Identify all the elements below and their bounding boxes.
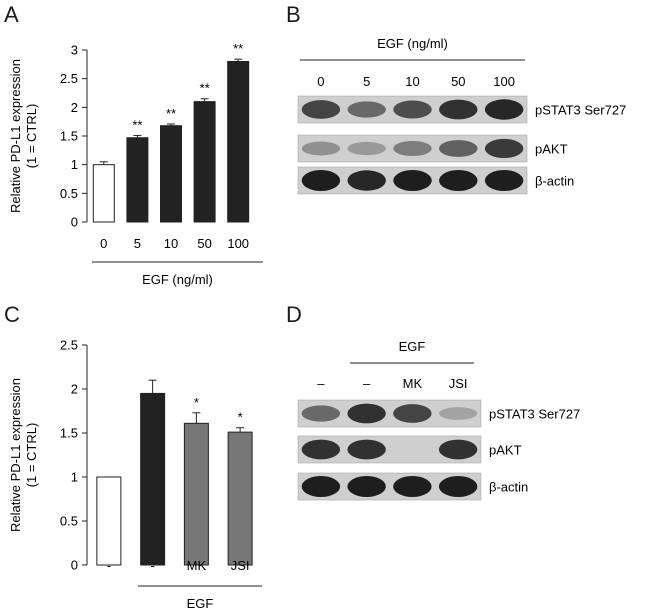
significance-label: ** — [200, 81, 210, 96]
blot-band — [347, 101, 386, 118]
blot-lane-label: 50 — [451, 74, 465, 89]
blot-band — [438, 407, 478, 420]
y-tick-label: 1.5 — [60, 129, 78, 144]
blot-lane-label: 0 — [317, 74, 324, 89]
blot-band — [301, 100, 341, 119]
x-tick-label: - — [150, 558, 154, 573]
blot-lane-label: 100 — [493, 74, 515, 89]
y-tick-label: 0.5 — [60, 186, 78, 201]
x-tick-label: 5 — [134, 236, 141, 251]
significance-label: * — [194, 395, 199, 410]
y-tick-label: 2.5 — [60, 338, 78, 353]
blot-lane-label: – — [363, 376, 371, 391]
blot-band — [439, 169, 478, 192]
bar — [96, 476, 122, 566]
blot-row-label: pSTAT3 Ser727 — [535, 103, 626, 118]
blot-band — [393, 169, 432, 192]
bar — [227, 60, 250, 223]
blot-lane-label: 10 — [405, 74, 419, 89]
blot-band — [439, 140, 478, 157]
x-tick-label: 50 — [197, 236, 211, 251]
y-tick-label: 0.5 — [60, 514, 78, 529]
blot-band — [439, 99, 478, 120]
blot-band — [347, 475, 386, 498]
blot-band — [438, 439, 478, 460]
blot-row-label: β-actin — [535, 174, 574, 189]
blot-band — [301, 439, 341, 460]
blot-band — [393, 140, 432, 157]
y-tick-label: 1 — [71, 470, 78, 485]
western-blot-d: EGF – – MK JSI pSTAT3 Ser727 pAKT β-actin — [297, 339, 580, 501]
x-axis-title: EGF — [187, 596, 214, 611]
blot-band — [301, 405, 341, 422]
blot-band — [484, 138, 524, 159]
blot-row-label: pAKT — [535, 142, 568, 157]
blot-lane-label: 5 — [363, 74, 370, 89]
blot-treatment-label: EGF (ng/ml) — [377, 36, 448, 51]
blot-band — [347, 170, 386, 191]
x-tick-label: 10 — [164, 236, 178, 251]
y-tick-label: 2.5 — [60, 71, 78, 86]
blot-band — [301, 475, 341, 498]
blot-row-label: pAKT — [489, 443, 522, 458]
chart-c: 0 0.5 1 1.5 2 2.5 - - * MK * JSI EGF Relative PD-L1 e… — [8, 338, 262, 611]
y-axis-title: Relative PD-L1 expression — [8, 378, 23, 532]
blot-band — [438, 475, 478, 498]
blot-band — [484, 99, 524, 120]
blot-lane-label: – — [317, 376, 325, 391]
chart-a: 0 0.5 1 1.5 2 2.5 3 0 ** 5 ** 10 ** 50 ** 100 EGF (ng/ml… — [8, 41, 263, 287]
bar — [227, 431, 253, 566]
bar — [160, 125, 182, 223]
blot-row-label: β-actin — [489, 480, 528, 495]
western-blot-b: EGF (ng/ml) 0 5 10 50 100 pSTAT3 Ser727 pAKT β-a… — [297, 36, 626, 195]
y-tick-label: 0 — [71, 558, 78, 573]
y-tick-label: 1.5 — [60, 426, 78, 441]
y-axis-subtitle: (1 = CTRL) — [24, 104, 39, 169]
x-axis-title: EGF (ng/ml) — [142, 272, 213, 287]
bar — [126, 137, 149, 223]
y-axis-title: Relative PD-L1 expression — [8, 59, 23, 213]
blot-band — [393, 100, 432, 119]
x-tick-label: 100 — [227, 236, 249, 251]
x-tick-label: MK — [187, 558, 207, 573]
significance-label: * — [238, 410, 243, 425]
panel-label-d: D — [286, 302, 302, 327]
panel-label-a: A — [4, 2, 19, 27]
x-tick-label: - — [107, 558, 111, 573]
blot-band — [484, 169, 524, 192]
blot-lane-label: MK — [403, 376, 423, 391]
blot-band — [393, 475, 432, 498]
y-axis-subtitle: (1 = CTRL) — [24, 423, 39, 488]
y-tick-label: 3 — [71, 43, 78, 58]
bar — [140, 392, 166, 566]
x-tick-label: JSI — [231, 558, 250, 573]
y-tick-label: 1 — [71, 157, 78, 172]
significance-label: ** — [132, 117, 142, 132]
y-tick-label: 2 — [71, 382, 78, 397]
panel-label-b: B — [286, 2, 301, 27]
blot-band — [301, 141, 341, 156]
significance-label: ** — [233, 41, 243, 56]
blot-lane-label: JSI — [449, 376, 468, 391]
bar — [92, 164, 115, 223]
bar — [183, 422, 209, 566]
blot-row-label: pSTAT3 Ser727 — [489, 407, 580, 422]
blot-band — [347, 141, 386, 156]
x-tick-label: 0 — [100, 236, 107, 251]
bar — [193, 101, 216, 223]
blot-band — [347, 403, 386, 424]
significance-label: ** — [166, 106, 176, 121]
blot-band — [347, 439, 386, 460]
panel-label-c: C — [4, 302, 20, 327]
blot-band — [301, 169, 341, 192]
y-tick-label: 0 — [71, 215, 78, 230]
blot-treatment-label: EGF — [399, 339, 426, 354]
blot-band — [393, 404, 432, 423]
y-tick-label: 2 — [71, 100, 78, 115]
